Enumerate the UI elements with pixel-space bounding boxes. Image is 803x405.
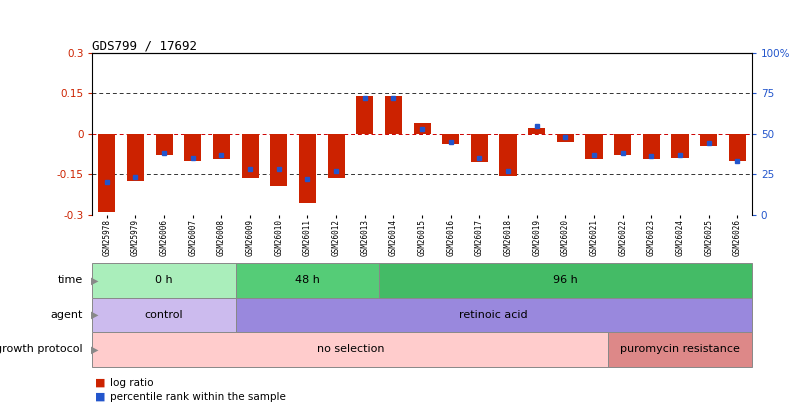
Bar (613, 134, 630, 155)
Bar (608, 332, 751, 367)
Bar (184, 134, 201, 161)
Bar (642, 134, 659, 159)
Bar (213, 134, 230, 159)
Text: log ratio: log ratio (110, 378, 153, 388)
Bar (671, 134, 688, 158)
Text: ■: ■ (95, 378, 105, 388)
Bar (299, 134, 316, 202)
Bar (235, 263, 379, 298)
Text: no selection: no selection (316, 344, 384, 354)
Text: GDS799 / 17692: GDS799 / 17692 (92, 40, 198, 53)
Text: ■: ■ (95, 392, 105, 402)
Bar (92, 298, 235, 332)
Bar (155, 134, 173, 155)
Bar (499, 134, 516, 175)
Text: retinoic acid: retinoic acid (459, 310, 528, 320)
Bar (98, 134, 116, 212)
Bar (699, 134, 716, 146)
Text: ▶: ▶ (91, 275, 99, 286)
Text: agent: agent (51, 310, 83, 320)
Text: percentile rank within the sample: percentile rank within the sample (110, 392, 286, 402)
Bar (413, 123, 430, 134)
Text: growth protocol: growth protocol (0, 344, 83, 354)
Bar (327, 134, 344, 178)
Bar (270, 134, 287, 186)
Bar (556, 134, 573, 142)
Text: 48 h: 48 h (295, 275, 320, 286)
Bar (92, 332, 608, 367)
Bar (92, 263, 235, 298)
Text: control: control (145, 310, 183, 320)
Bar (241, 134, 259, 178)
Bar (379, 263, 751, 298)
Text: puromycin resistance: puromycin resistance (619, 344, 739, 354)
Bar (728, 134, 745, 161)
Bar (385, 96, 402, 134)
Text: 96 h: 96 h (552, 275, 577, 286)
Bar (442, 134, 459, 145)
Text: ▶: ▶ (91, 344, 99, 354)
Text: time: time (58, 275, 83, 286)
Bar (127, 134, 144, 181)
Text: ▶: ▶ (91, 310, 99, 320)
Bar (528, 128, 544, 134)
Bar (471, 134, 487, 162)
Text: 0 h: 0 h (155, 275, 173, 286)
Bar (235, 298, 751, 332)
Bar (356, 96, 373, 134)
Bar (585, 134, 602, 159)
